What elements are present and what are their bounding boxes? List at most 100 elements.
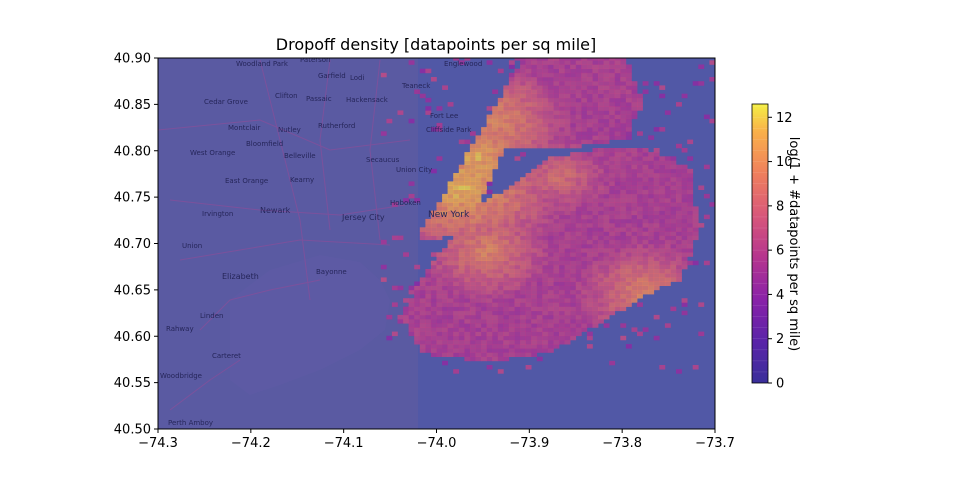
density-cell bbox=[581, 181, 588, 186]
density-cell bbox=[637, 198, 643, 203]
density-cell bbox=[531, 58, 538, 61]
density-cell bbox=[436, 306, 443, 312]
density-cell bbox=[453, 277, 460, 282]
density-cell bbox=[653, 177, 660, 182]
density-cell bbox=[408, 306, 415, 312]
density-cell bbox=[436, 340, 443, 345]
density-cell bbox=[542, 68, 549, 74]
density-cell bbox=[520, 189, 526, 195]
density-cell bbox=[620, 189, 627, 195]
density-cell bbox=[464, 340, 471, 345]
density-cell bbox=[609, 269, 616, 274]
density-cell bbox=[681, 231, 688, 236]
density-cell bbox=[542, 118, 549, 124]
density-cell bbox=[508, 202, 515, 207]
density-cell bbox=[598, 256, 604, 261]
density-cell bbox=[547, 327, 554, 332]
density-cell bbox=[575, 239, 582, 245]
density-cell bbox=[648, 189, 655, 195]
density-cell bbox=[419, 348, 426, 353]
density-cell bbox=[508, 340, 515, 345]
density-cell bbox=[520, 93, 526, 99]
density-cell bbox=[559, 156, 565, 161]
density-cell bbox=[508, 248, 515, 253]
density-cell bbox=[469, 168, 476, 174]
density-cell bbox=[598, 68, 604, 74]
density-cell bbox=[475, 335, 482, 341]
density-cell bbox=[670, 185, 677, 190]
density-cell bbox=[586, 302, 593, 307]
density-cell bbox=[486, 244, 493, 249]
density-cell bbox=[642, 198, 649, 203]
density-cell bbox=[620, 235, 627, 241]
density-cell bbox=[581, 248, 588, 253]
density-cell bbox=[564, 143, 571, 149]
density-cell bbox=[648, 285, 655, 291]
density-cell bbox=[536, 327, 543, 332]
density-cell bbox=[497, 352, 504, 357]
density-cell bbox=[598, 206, 604, 211]
density-cell bbox=[559, 102, 565, 107]
density-cell bbox=[703, 260, 710, 266]
road-lines bbox=[158, 59, 411, 411]
density-cell bbox=[559, 189, 565, 195]
density-cell bbox=[592, 252, 599, 257]
density-cell bbox=[497, 227, 504, 232]
density-cell bbox=[520, 302, 526, 307]
density-cell bbox=[542, 331, 549, 337]
density-cell bbox=[547, 306, 554, 312]
density-cell bbox=[642, 244, 649, 249]
density-cell bbox=[648, 256, 655, 261]
density-cell bbox=[542, 344, 549, 349]
density-cell bbox=[586, 81, 593, 86]
density-cell bbox=[598, 58, 604, 61]
density-cell bbox=[458, 310, 465, 316]
density-cell bbox=[436, 352, 443, 357]
density-cell bbox=[575, 58, 582, 61]
density-cell bbox=[559, 81, 565, 86]
density-cell bbox=[475, 277, 482, 282]
density-cell bbox=[664, 323, 671, 328]
density-cell bbox=[659, 231, 666, 236]
density-cell bbox=[614, 298, 621, 303]
density-cell bbox=[676, 202, 682, 207]
density-cell bbox=[447, 285, 454, 291]
density-cell bbox=[481, 185, 487, 190]
density-cell bbox=[581, 244, 588, 249]
density-cell bbox=[547, 181, 554, 186]
density-cell bbox=[425, 223, 432, 228]
density-cell bbox=[631, 89, 638, 94]
density-cell bbox=[581, 122, 588, 128]
density-cell bbox=[458, 281, 465, 286]
y-axis: 40.5040.5540.6040.6540.7040.7540.8040.85… bbox=[114, 52, 158, 438]
density-cell bbox=[637, 152, 643, 157]
density-cell bbox=[559, 244, 565, 249]
density-cell bbox=[614, 102, 621, 107]
density-cell bbox=[625, 185, 632, 190]
density-cell bbox=[391, 202, 398, 207]
density-cell bbox=[553, 239, 560, 245]
density-cell bbox=[642, 214, 649, 220]
density-cell bbox=[664, 156, 671, 161]
density-cell bbox=[648, 269, 655, 274]
density-cell bbox=[436, 298, 443, 303]
density-cell bbox=[598, 306, 604, 312]
density-cell bbox=[430, 352, 437, 357]
density-cell bbox=[536, 193, 543, 199]
density-cell bbox=[687, 210, 694, 216]
density-cell bbox=[525, 319, 532, 324]
density-cell bbox=[520, 214, 526, 220]
density-cell bbox=[464, 206, 471, 211]
density-cell bbox=[637, 173, 643, 178]
density-cell bbox=[581, 152, 588, 157]
density-cell bbox=[637, 277, 643, 282]
density-cell bbox=[525, 122, 532, 128]
density-cell bbox=[458, 273, 465, 278]
density-cell bbox=[687, 173, 694, 178]
density-cell bbox=[676, 218, 682, 224]
density-cell bbox=[403, 306, 409, 312]
density-cell bbox=[570, 256, 577, 261]
density-cell bbox=[475, 193, 482, 199]
density-cell bbox=[486, 218, 493, 224]
density-cell bbox=[664, 269, 671, 274]
